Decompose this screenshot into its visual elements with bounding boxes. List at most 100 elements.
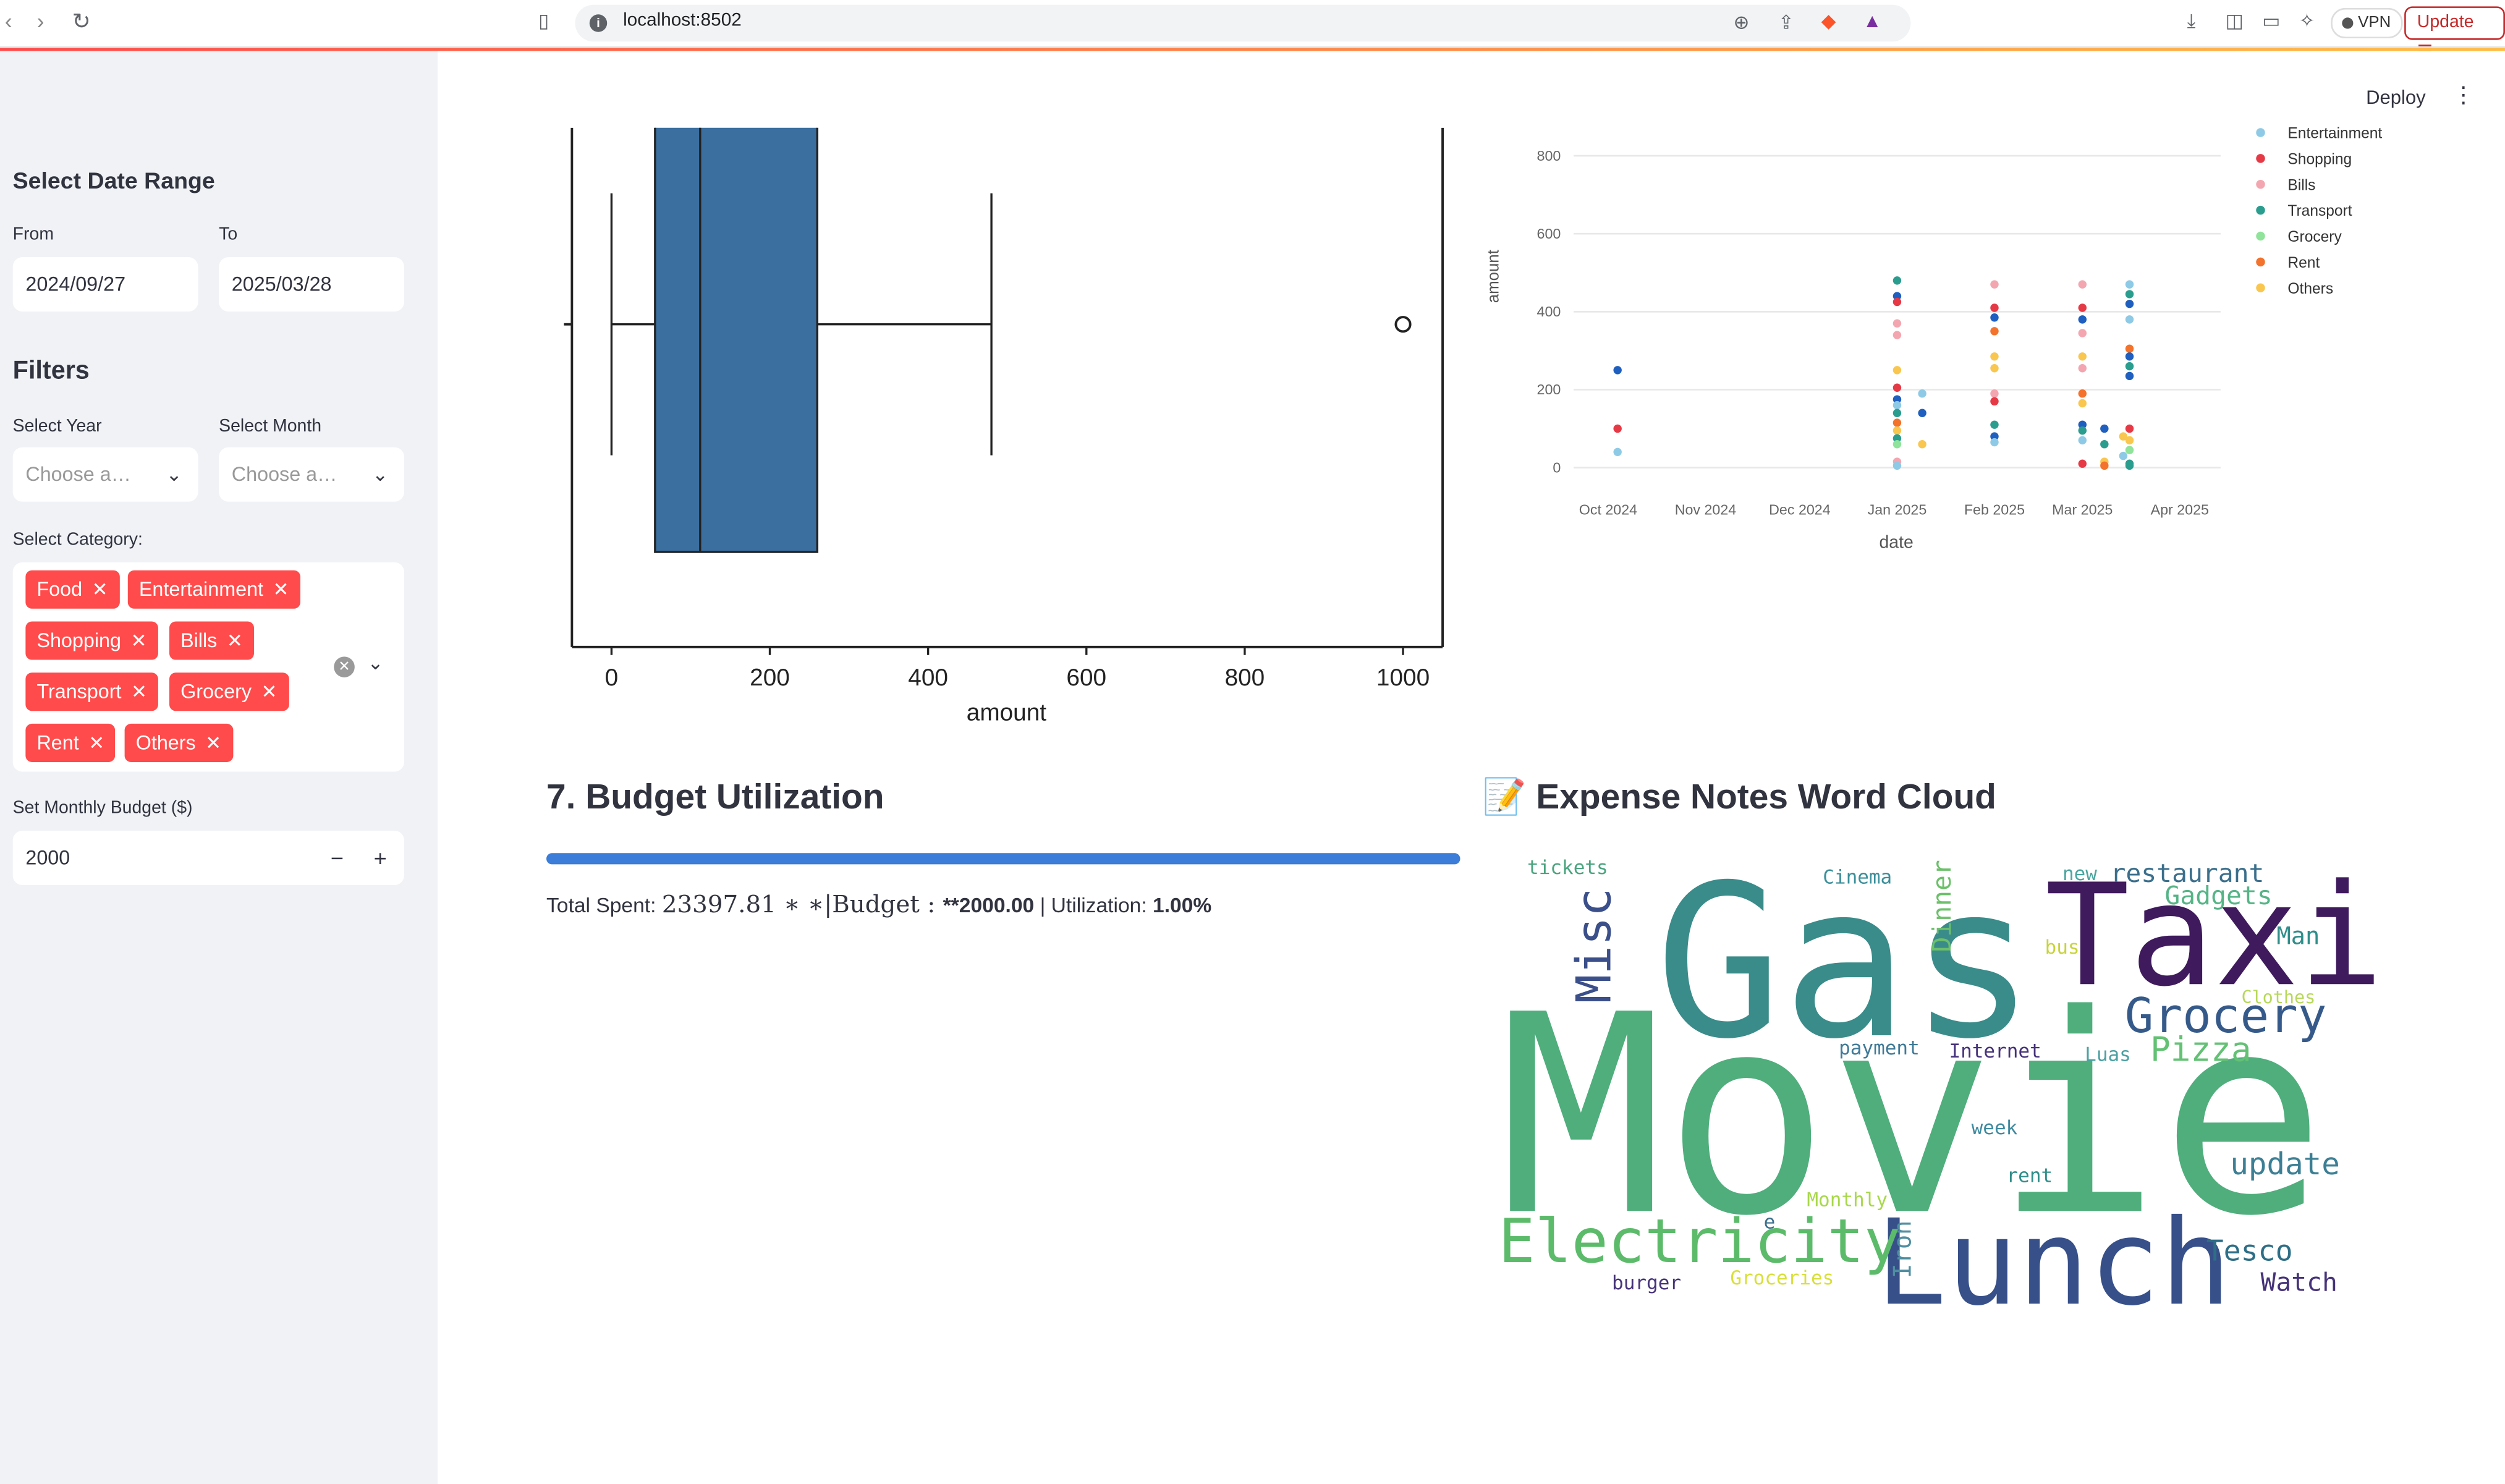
- category-multiselect[interactable]: Food ✕ Entertainment ✕ Shopping ✕ Bills ✕ Tr…: [12, 562, 404, 772]
- scatter-point: [2125, 315, 2134, 324]
- wallet-icon[interactable]: ▭: [2262, 9, 2281, 32]
- year-select[interactable]: Choose a… ⌄: [12, 447, 198, 502]
- scatter-point: [2119, 451, 2128, 460]
- reload-icon[interactable]: ↻: [72, 7, 91, 34]
- close-icon[interactable]: ✕: [130, 629, 147, 652]
- from-date-input[interactable]: 2024/09/27: [12, 257, 198, 312]
- wordcloud-word-gas: Gas: [1655, 847, 2036, 1085]
- boxplot-x-label: amount: [967, 700, 1047, 726]
- close-icon[interactable]: ✕: [226, 629, 243, 652]
- wordcloud-word-grocery: Grocery: [2125, 988, 2327, 1044]
- budget-progress-bar: [546, 853, 1460, 865]
- zoom-icon[interactable]: ⊕: [1733, 11, 1750, 34]
- address-bar[interactable]: i localhost:8502 ⊕ ⇪ ◆ ▲: [575, 4, 1911, 42]
- category-tag-entertainment[interactable]: Entertainment ✕: [127, 570, 300, 609]
- category-tag-bills[interactable]: Bills ✕: [169, 621, 254, 660]
- wordcloud-word-electricity: Electricity: [1499, 1206, 1901, 1277]
- increment-button[interactable]: +: [373, 845, 387, 871]
- site-info-icon[interactable]: i: [589, 14, 608, 32]
- boxplot-x-tick-label: 1000: [1376, 664, 1430, 691]
- utilization-value: 1.00%: [1153, 893, 1212, 917]
- to-date-input[interactable]: 2025/03/28: [219, 257, 404, 312]
- scatter-grid: 0 200 400 600 800 Oct 2024 Nov 2024 Dec 2024 Jan…: [1537, 148, 2221, 517]
- scatter-point: [1990, 397, 1999, 406]
- chevron-down-icon[interactable]: ⌄: [367, 651, 384, 674]
- deploy-button[interactable]: Deploy: [2366, 86, 2426, 109]
- back-icon[interactable]: ‹: [4, 7, 12, 34]
- scatter-point: [1990, 438, 1999, 447]
- category-tag-food[interactable]: Food ✕: [25, 570, 119, 609]
- wordcloud-word-gadgets: Gadgets: [2164, 881, 2272, 910]
- wordcloud-word-burger: burger: [1612, 1272, 1681, 1294]
- close-icon[interactable]: ✕: [91, 578, 108, 601]
- sidebar-toggle-icon[interactable]: ◫: [2225, 9, 2244, 32]
- boxplot-outlier: [1394, 316, 1412, 333]
- scatter-point: [1990, 280, 1999, 289]
- scatter-point: [1893, 434, 1902, 443]
- wordcloud-word-movie: Movie: [1499, 956, 2326, 1276]
- to-label: To: [219, 225, 238, 245]
- chevron-down-icon: ⌄: [166, 463, 182, 486]
- legend-marker-rent: [2256, 257, 2265, 267]
- boxplot-x-tick-label: 400: [908, 664, 948, 691]
- legend-marker-entertainment: [2256, 128, 2265, 137]
- wordcloud-word-iron: Iron: [1889, 1220, 1917, 1278]
- close-icon[interactable]: ✕: [261, 681, 278, 703]
- scatter-point: [1990, 389, 1999, 398]
- legend-marker-bills: [2256, 180, 2265, 189]
- scatter-point: [2078, 459, 2087, 468]
- scatter-y-tick-label: 0: [1553, 459, 1561, 475]
- scatter-point: [1990, 420, 1999, 429]
- budget-label: Set Monthly Budget ($): [12, 799, 193, 818]
- close-icon[interactable]: ✕: [88, 731, 105, 755]
- scatter-point: [2078, 280, 2087, 289]
- wordcloud-word-new: new: [2062, 863, 2097, 885]
- close-icon[interactable]: ✕: [131, 681, 148, 703]
- close-icon[interactable]: ✕: [273, 578, 289, 601]
- scatter-legend: Entertainment Shopping Bills Transport Groce…: [2256, 125, 2382, 297]
- budget-number-input[interactable]: 2000 − +: [12, 831, 404, 885]
- scatter-point: [2100, 424, 2109, 433]
- category-tag-rent[interactable]: Rent ✕: [25, 723, 116, 762]
- scatter-point: [1613, 447, 1622, 457]
- scatter-point: [1893, 461, 1902, 470]
- forward-icon[interactable]: ›: [36, 7, 45, 34]
- category-tag-shopping[interactable]: Shopping ✕: [25, 621, 158, 660]
- month-select[interactable]: Choose a… ⌄: [219, 447, 404, 502]
- category-tag-transport[interactable]: Transport ✕: [25, 672, 159, 711]
- clear-all-icon[interactable]: ✕: [334, 656, 355, 677]
- brave-rewards-icon[interactable]: ▲: [1862, 9, 1882, 32]
- scatter-point: [1990, 364, 1999, 373]
- leo-ai-icon[interactable]: ✧: [2299, 9, 2315, 32]
- legend-marker-others: [2256, 283, 2265, 293]
- wordcloud-word-luas: Luas: [2085, 1043, 2131, 1066]
- scatter-point: [1893, 331, 1902, 339]
- close-icon[interactable]: ✕: [205, 731, 222, 755]
- tag-label: Entertainment: [138, 578, 264, 601]
- scatter-point: [2078, 364, 2087, 373]
- legend-label-entertainment: Entertainment: [2287, 125, 2382, 142]
- year-label: Select Year: [12, 417, 102, 436]
- bookmark-icon[interactable]: ▯: [538, 9, 549, 32]
- scatter-point: [1990, 303, 1999, 312]
- scatter-point: [1893, 383, 1902, 392]
- download-icon[interactable]: ⤓: [2187, 9, 2196, 32]
- category-tag-grocery[interactable]: Grocery ✕: [169, 672, 289, 711]
- share-icon[interactable]: ⇪: [1778, 11, 1794, 34]
- filters-title: Filters: [12, 357, 90, 385]
- total-spent-value: 23397.81 ∗ ∗|Budget :: [661, 889, 943, 919]
- scatter-point: [1990, 432, 1999, 441]
- scatter-point: [1893, 426, 1902, 435]
- scatter-x-tick-label: Mar 2025: [2052, 501, 2113, 517]
- brave-shield-icon[interactable]: ◆: [1821, 9, 1836, 32]
- main-menu-icon[interactable]: ⋮: [2452, 81, 2475, 108]
- vpn-button[interactable]: VPN: [2331, 7, 2402, 39]
- category-tag-others[interactable]: Others ✕: [124, 723, 233, 762]
- update-button[interactable]: Update ☰: [2404, 6, 2505, 62]
- decrement-button[interactable]: −: [330, 845, 344, 871]
- scatter-point: [2100, 461, 2109, 470]
- scatter-point: [2125, 352, 2134, 361]
- boxplot-x-tick-label: 800: [1225, 664, 1265, 691]
